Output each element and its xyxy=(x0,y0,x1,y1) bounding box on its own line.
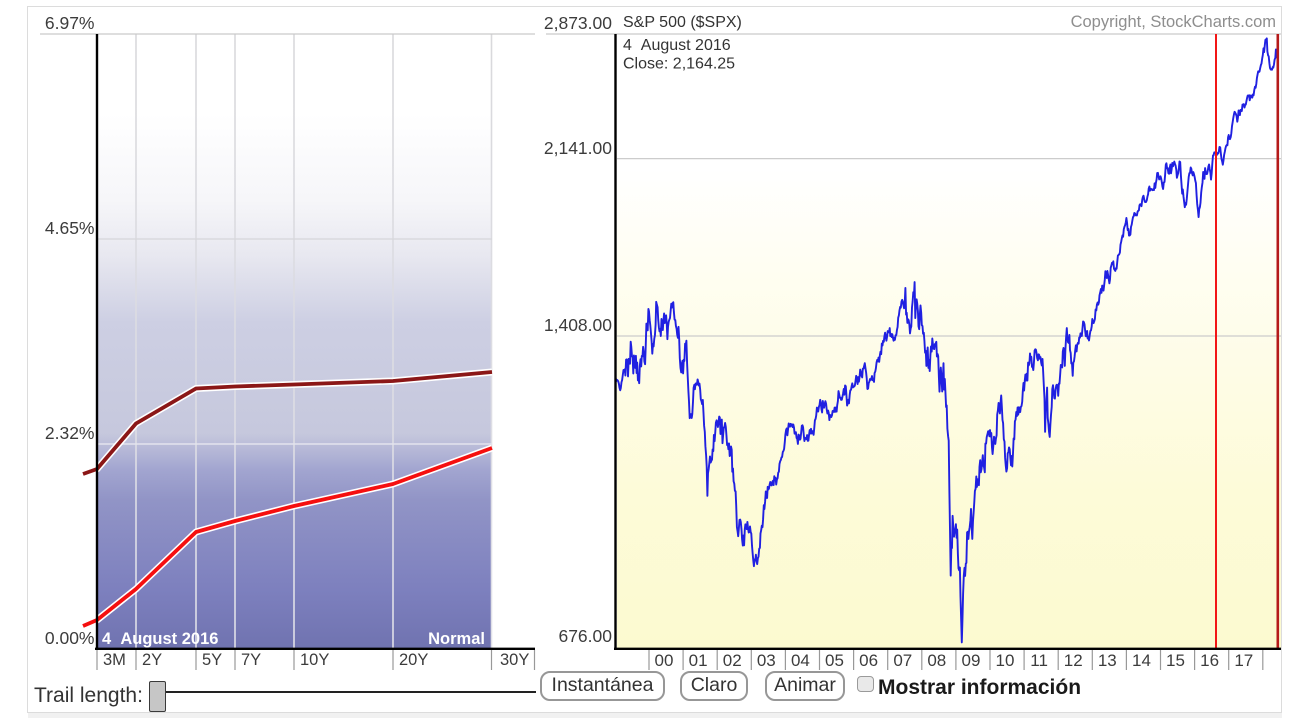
svg-text:02: 02 xyxy=(723,651,742,670)
svg-text:01: 01 xyxy=(689,651,708,670)
svg-text:11: 11 xyxy=(1030,651,1048,670)
svg-text:05: 05 xyxy=(825,651,844,670)
svg-text:2Y: 2Y xyxy=(142,651,162,669)
svg-text:13: 13 xyxy=(1098,651,1117,670)
svg-text:17: 17 xyxy=(1234,651,1253,670)
svg-text:0.00%: 0.00% xyxy=(45,628,95,648)
svg-text:03: 03 xyxy=(757,651,776,670)
svg-text:7Y: 7Y xyxy=(241,651,261,669)
svg-text:06: 06 xyxy=(859,651,878,670)
svg-text:12: 12 xyxy=(1064,651,1083,670)
svg-text:09: 09 xyxy=(962,651,981,670)
svg-text:2,141.00: 2,141.00 xyxy=(544,138,612,158)
svg-text:16: 16 xyxy=(1200,651,1219,670)
svg-text:2.32%: 2.32% xyxy=(45,423,95,443)
svg-text:6.97%: 6.97% xyxy=(45,13,95,33)
svg-text:10: 10 xyxy=(996,651,1015,670)
svg-text:4 August 2016: 4 August 2016 xyxy=(623,37,731,54)
svg-text:676.00: 676.00 xyxy=(558,626,612,646)
svg-text:Copyright, StockCharts.com: Copyright, StockCharts.com xyxy=(1071,13,1276,31)
svg-text:Normal: Normal xyxy=(428,630,485,648)
svg-text:2,873.00: 2,873.00 xyxy=(544,13,612,33)
svg-text:4 August 2016: 4 August 2016 xyxy=(102,630,218,648)
svg-text:00: 00 xyxy=(655,651,674,670)
svg-text:15: 15 xyxy=(1166,651,1185,670)
svg-text:S&P 500 ($SPX): S&P 500 ($SPX) xyxy=(623,14,742,31)
svg-text:20Y: 20Y xyxy=(399,651,428,669)
svg-text:10Y: 10Y xyxy=(300,651,329,669)
svg-text:08: 08 xyxy=(927,651,946,670)
svg-text:04: 04 xyxy=(791,651,810,670)
svg-text:4.65%: 4.65% xyxy=(45,218,95,238)
svg-text:14: 14 xyxy=(1132,651,1151,670)
svg-text:1,408.00: 1,408.00 xyxy=(544,315,612,335)
svg-text:07: 07 xyxy=(893,651,912,670)
svg-text:Close: 2,164.25: Close: 2,164.25 xyxy=(623,56,735,73)
svg-text:3M: 3M xyxy=(103,651,126,669)
svg-text:5Y: 5Y xyxy=(202,651,222,669)
svg-text:30Y: 30Y xyxy=(500,651,529,669)
